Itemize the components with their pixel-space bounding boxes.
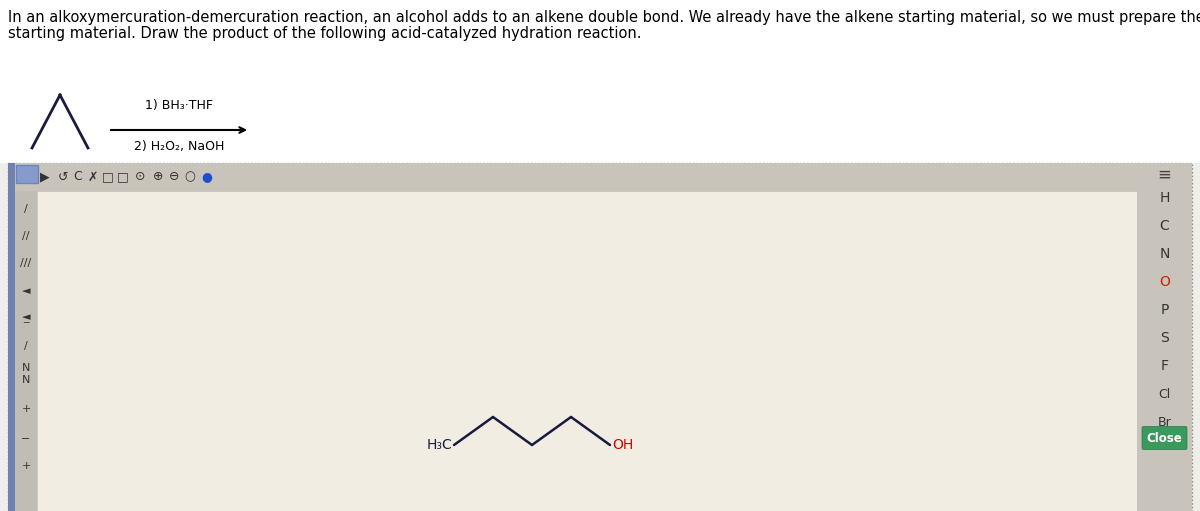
Text: In an alkoxymercuration-demercuration reaction, an alcohol adds to an alkene dou: In an alkoxymercuration-demercuration re… — [8, 10, 1200, 25]
Text: ●: ● — [202, 171, 212, 183]
Text: starting material. Draw the product of the following acid-catalyzed hydration re: starting material. Draw the product of t… — [8, 26, 642, 41]
Bar — [14, 163, 1138, 191]
Text: Br: Br — [1158, 415, 1171, 429]
Bar — [14, 191, 37, 511]
Text: N: N — [1159, 247, 1170, 261]
Text: □: □ — [118, 171, 128, 183]
Bar — [8, 163, 14, 511]
Text: Close: Close — [1147, 431, 1182, 445]
Text: ⊙: ⊙ — [134, 171, 145, 183]
Text: ◄: ◄ — [22, 286, 30, 296]
Text: C: C — [73, 171, 83, 183]
Text: ⊕: ⊕ — [152, 171, 163, 183]
Bar — [8, 163, 1192, 511]
Text: /: / — [24, 204, 28, 214]
Text: ///: /// — [20, 258, 31, 268]
Text: 2) H₂O₂, NaOH: 2) H₂O₂, NaOH — [134, 140, 224, 153]
Text: P: P — [1160, 303, 1169, 317]
Text: ≡: ≡ — [1158, 166, 1171, 184]
Text: Cl: Cl — [1158, 387, 1171, 401]
Text: ⊖: ⊖ — [169, 171, 179, 183]
Text: ◄̲: ◄̲ — [22, 313, 30, 323]
Bar — [0, 0, 1200, 163]
Text: ▶: ▶ — [40, 171, 50, 183]
Text: F: F — [1160, 359, 1169, 373]
Text: /: / — [24, 341, 28, 351]
Text: ○: ○ — [185, 171, 196, 183]
Text: +: + — [22, 461, 31, 471]
Text: H₃C: H₃C — [426, 438, 452, 452]
Text: +: + — [22, 404, 31, 414]
Text: C: C — [1159, 219, 1169, 233]
Text: N
N: N N — [22, 363, 30, 385]
Text: □: □ — [102, 171, 114, 183]
Text: S: S — [1160, 331, 1169, 345]
Text: OH: OH — [612, 438, 634, 452]
Text: O: O — [1159, 275, 1170, 289]
Bar — [1138, 163, 1192, 511]
FancyBboxPatch shape — [1142, 427, 1187, 450]
Bar — [16, 165, 38, 183]
Bar — [37, 191, 1138, 511]
Text: //: // — [23, 231, 30, 241]
Text: ↺: ↺ — [58, 171, 68, 183]
Text: H: H — [1159, 191, 1170, 205]
Text: 1) BH₃·THF: 1) BH₃·THF — [145, 99, 214, 112]
Text: −: − — [22, 434, 31, 444]
Text: ✗: ✗ — [88, 171, 98, 183]
